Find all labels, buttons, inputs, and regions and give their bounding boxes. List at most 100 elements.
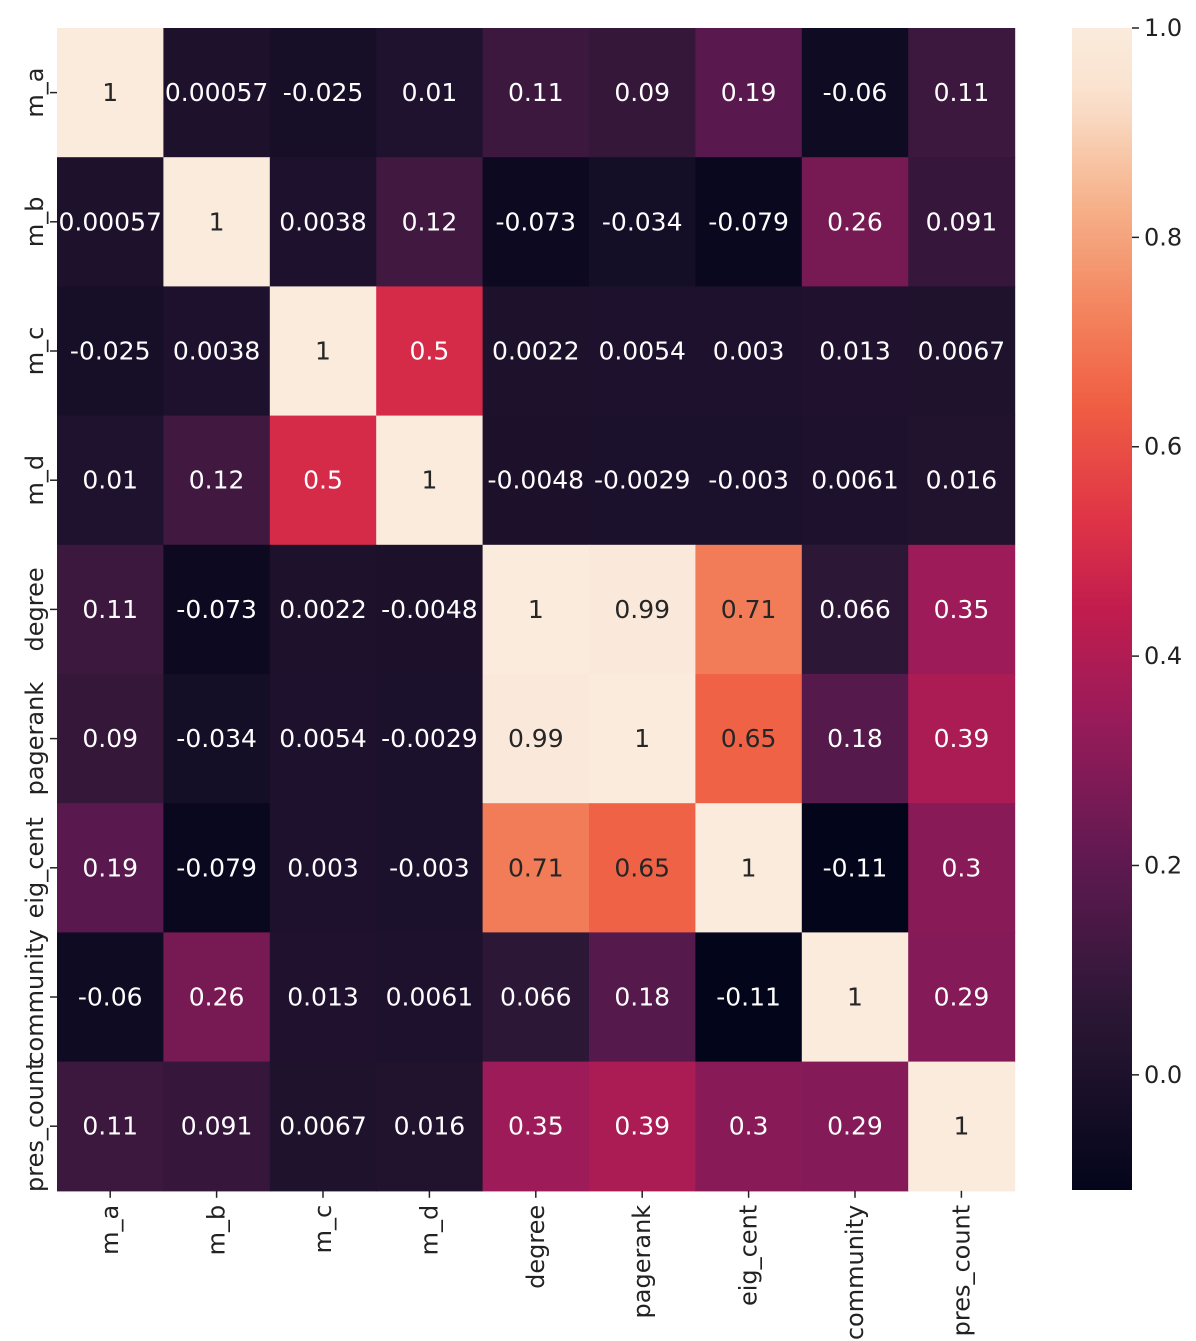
heatmap-cell: [269, 1061, 377, 1192]
cell-label: 1: [847, 983, 863, 1012]
cell-label: -0.0048: [381, 595, 478, 624]
heatmap-cell: [695, 286, 803, 417]
cell-label: 1: [209, 207, 225, 236]
heatmap-cell: [57, 544, 164, 675]
cell-label: 0.71: [721, 595, 777, 624]
cell-label: 0.013: [819, 337, 891, 366]
heatmap-cell: [695, 803, 803, 933]
heatmap-cell: [908, 1061, 1016, 1192]
heatmap-cell: [269, 932, 377, 1063]
cell-label: 0.19: [721, 78, 777, 107]
cell-label: -0.025: [283, 78, 364, 107]
cell-label: -0.034: [176, 724, 257, 753]
cell-label: 0.0038: [279, 207, 366, 236]
heatmap-cell: [163, 157, 271, 287]
cell-label: 0.29: [934, 983, 990, 1012]
cell-label: 0.0022: [279, 595, 366, 624]
cell-label: 0.18: [614, 983, 670, 1012]
cell-label: 0.0022: [492, 337, 579, 366]
cell-label: 0.11: [508, 78, 564, 107]
heatmap-cell: [57, 1061, 164, 1192]
cell-label: -0.073: [496, 207, 577, 236]
heatmap-cell: [57, 415, 164, 546]
cell-label: 0.016: [394, 1112, 466, 1141]
y-tick-label: m_a: [21, 68, 49, 118]
cell-label: 0.99: [508, 724, 564, 753]
cell-label: 0.0067: [918, 337, 1005, 366]
cell-label: 0.016: [926, 466, 998, 495]
cell-label: 0.65: [721, 724, 777, 753]
y-tick-label: pres_count: [21, 1060, 49, 1192]
heatmap-cell: [57, 286, 164, 417]
heatmap-cell: [695, 415, 803, 546]
colorbar-tick-label: 0.6: [1144, 433, 1182, 461]
heatmap-cell: [376, 286, 484, 417]
heatmap-cell: [589, 544, 696, 675]
heatmap-cell: [482, 415, 590, 546]
heatmap-cell: [908, 28, 1016, 158]
colorbar: 0.0 0.2 0.4 0.6 0.8 1.0: [1072, 14, 1182, 1190]
heatmap-cell: [163, 415, 271, 546]
colorbar-tick-label: 0.4: [1144, 642, 1182, 670]
cell-label: 0.29: [827, 1112, 883, 1141]
heatmap-cell: [695, 674, 803, 804]
heatmap-cell: [57, 157, 164, 287]
cell-label: 0.0054: [279, 724, 366, 753]
heatmap-cell: [801, 803, 909, 933]
heatmap-cell: [163, 803, 271, 933]
cell-label: -0.079: [708, 207, 789, 236]
cell-label: 0.01: [82, 466, 138, 495]
cell-label: -0.0029: [594, 466, 691, 495]
heatmap-cell: [482, 1061, 590, 1192]
heatmap-cell: [801, 28, 909, 158]
heatmap-cell: [269, 803, 377, 933]
heatmap-cell: [269, 157, 377, 287]
heatmap-cell: [589, 415, 696, 546]
heatmap-cell: [589, 803, 696, 933]
x-tick-label: degree: [522, 1205, 550, 1289]
cell-label: 0.3: [729, 1112, 769, 1141]
y-tick-label: degree: [21, 567, 49, 651]
heatmap-cell: [695, 1061, 803, 1192]
cell-label: 0.0054: [598, 337, 685, 366]
heatmap-cell: [589, 932, 696, 1063]
cell-label: -0.0048: [488, 466, 585, 495]
heatmap-cell: [163, 28, 271, 158]
cell-label: 0.01: [402, 78, 458, 107]
heatmap-cell: [376, 544, 484, 675]
y-tick-label: community: [21, 929, 49, 1064]
heatmap-cell: [589, 28, 696, 158]
heatmap-cell: [163, 286, 271, 417]
heatmap-cells: 1 0.00057 -0.025 0.01 0.11 0.09 0.19 -0.06 0.11 0…: [57, 28, 1016, 1192]
heatmap-cell: [57, 932, 164, 1063]
heatmap-cell: [482, 932, 590, 1063]
heatmap-cell: [482, 286, 590, 417]
cell-label: 1: [421, 466, 437, 495]
heatmap-cell: [376, 932, 484, 1063]
heatmap-cell: [376, 1061, 484, 1192]
heatmap-cell: [482, 674, 590, 804]
heatmap-cell: [376, 28, 484, 158]
heatmap-cell: [57, 28, 164, 158]
cell-label: 0.26: [189, 983, 245, 1012]
heatmap-cell: [376, 674, 484, 804]
heatmap-cell: [695, 157, 803, 287]
heatmap-cell: [801, 286, 909, 417]
heatmap-cell: [269, 28, 377, 158]
cell-label: 0.12: [402, 207, 458, 236]
cell-label: 0.0061: [386, 983, 473, 1012]
heatmap-cell: [589, 157, 696, 287]
y-tick-label: pagerank: [21, 682, 49, 796]
cell-label: 0.013: [287, 983, 359, 1012]
cell-label: 1: [315, 337, 331, 366]
heatmap-cell: [376, 157, 484, 287]
cell-label: 0.003: [713, 337, 785, 366]
heatmap-cell: [908, 803, 1016, 933]
heatmap-cell: [589, 1061, 696, 1192]
cell-label: 1: [528, 595, 544, 624]
cell-label: 1: [634, 724, 650, 753]
x-tick-label: eig_cent: [735, 1205, 763, 1306]
colorbar-tick-label: 1.0: [1144, 14, 1182, 42]
cell-label: 0.99: [614, 595, 670, 624]
